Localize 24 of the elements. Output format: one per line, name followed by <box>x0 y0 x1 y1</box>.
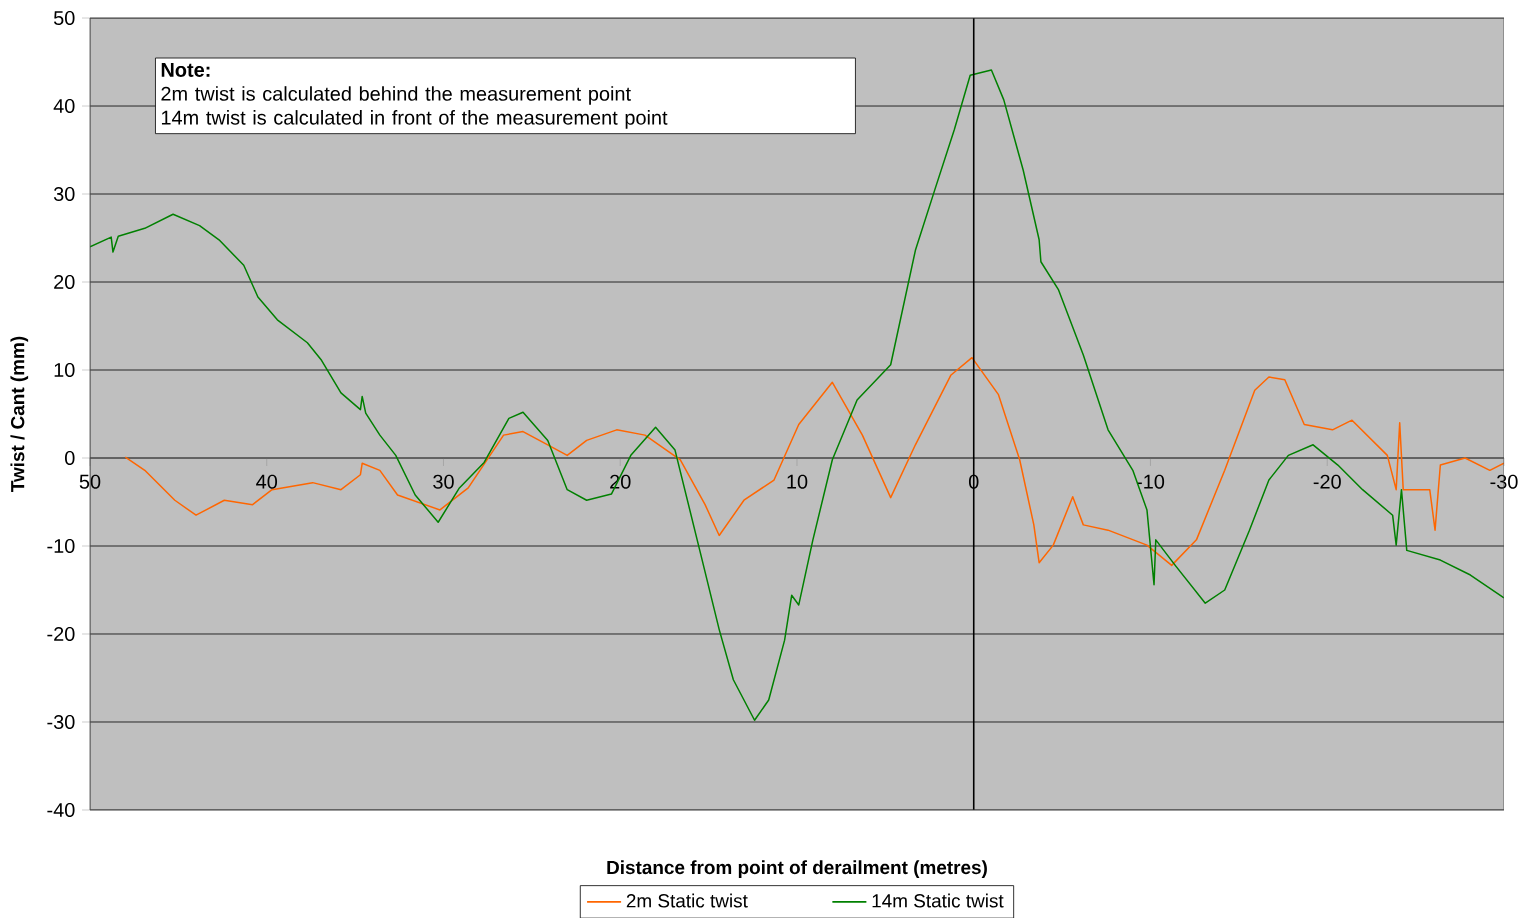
y-tick-label: 40 <box>53 98 75 114</box>
x-tick-label: 50 <box>79 474 101 489</box>
y-tick-label: -10 <box>47 538 75 554</box>
y-tick-label: 10 <box>54 362 75 378</box>
y-tick-label: 0 <box>65 450 75 466</box>
annotation: 2m twist is calculated behind the measurement point <box>161 86 631 105</box>
y-tick-label: 20 <box>54 274 75 290</box>
y-tick-label: -40 <box>47 802 75 818</box>
x-tick-label: 40 <box>256 474 278 489</box>
annotation: Note: <box>161 62 210 77</box>
legend-label: 2m Static twist <box>626 893 748 908</box>
x-tick-label: 10 <box>787 474 808 489</box>
y-tick-label: 30 <box>53 186 75 202</box>
x-tick-label: 30 <box>433 474 454 489</box>
y-axis-title: Twist / Cant (mm) <box>10 336 29 492</box>
x-axis-title: Distance from point of derailment (metres) <box>607 860 987 878</box>
annotation: 14m twist is calculated in front of the measurement point <box>161 110 668 129</box>
x-tick-label: -20 <box>1313 474 1341 489</box>
y-tick-label: -30 <box>47 714 75 730</box>
x-tick-label: -10 <box>1136 474 1165 489</box>
legend-label: 14m Static twist <box>872 893 1004 908</box>
x-tick-label: -30 <box>1490 474 1518 489</box>
y-tick-label: -20 <box>47 626 75 642</box>
y-tick-label: 50 <box>53 10 75 26</box>
